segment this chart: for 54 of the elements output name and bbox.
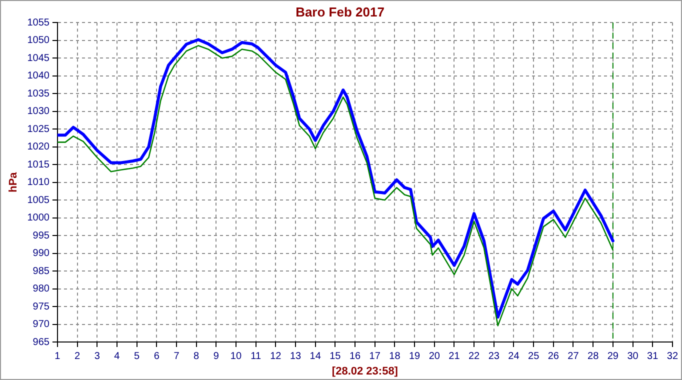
x-tick-label: 15 [330,350,342,362]
x-tick-label: 9 [213,350,220,362]
chart-title: Baro Feb 2017 [296,4,384,20]
y-tick-label: 1000 [27,212,50,224]
y-tick-label: 1010 [27,177,50,188]
y-tick-label: 975 [32,301,50,312]
y-tick-label: 1005 [27,194,50,206]
y-tick-label: 1040 [27,70,50,82]
x-tick-label: 5 [134,350,140,362]
x-tick-label: 28 [588,350,600,362]
x-tick-label: 19 [408,350,421,362]
x-tick-label: 1 [54,350,61,362]
x-tick-label: 2 [74,350,81,362]
x-tick-label: 11 [250,350,262,362]
y-axis-title: hPa [8,171,20,192]
y-tick-label: 1050 [27,35,50,46]
x-tick-label: 23 [488,350,500,362]
y-tick-label: 1030 [27,106,50,118]
x-tick-label: 17 [369,350,381,362]
x-tick-label: 21 [448,350,460,362]
x-tick-label: 25 [528,350,540,362]
x-tick-label: 32 [666,350,678,362]
x-tick-label: 20 [428,350,440,362]
x-tick-label: 7 [174,350,180,362]
x-tick-label: 26 [548,350,560,362]
x-tick-label: 4 [114,350,120,362]
x-tick-label: 27 [568,350,580,362]
x-tick-label: 3 [94,350,100,362]
y-tick-label: 970 [32,319,50,330]
x-tick-label: 14 [310,350,322,362]
y-tick-label: 1035 [27,88,50,100]
y-tick-label: 1015 [27,159,50,170]
x-tick-label: 16 [349,350,362,362]
y-tick-label: 995 [32,230,50,242]
x-tick-label: 22 [468,350,480,362]
y-tick-label: 1055 [27,17,50,28]
x-tick-label: 31 [647,350,659,362]
x-tick-label: 10 [230,350,242,362]
y-tick-label: 980 [32,284,50,295]
x-tick-label: 30 [627,350,639,362]
text: [28.02 23:58] [332,366,398,378]
x-tick-label: 29 [607,350,619,362]
x-tick-label: 24 [508,350,520,362]
x-tick-label: 6 [154,350,160,362]
y-tick-label: 1020 [27,142,50,153]
y-tick-label: 965 [32,336,50,348]
x-tick-label: 13 [290,350,302,362]
y-tick-label: 985 [32,266,50,277]
x-tick-label: 8 [194,350,200,362]
x-tick-label: 12 [270,350,282,362]
x-tick-label: 18 [389,350,401,362]
y-tick-label: 990 [32,248,50,260]
y-tick-label: 1025 [27,124,50,135]
y-tick-label: 1045 [27,52,50,64]
